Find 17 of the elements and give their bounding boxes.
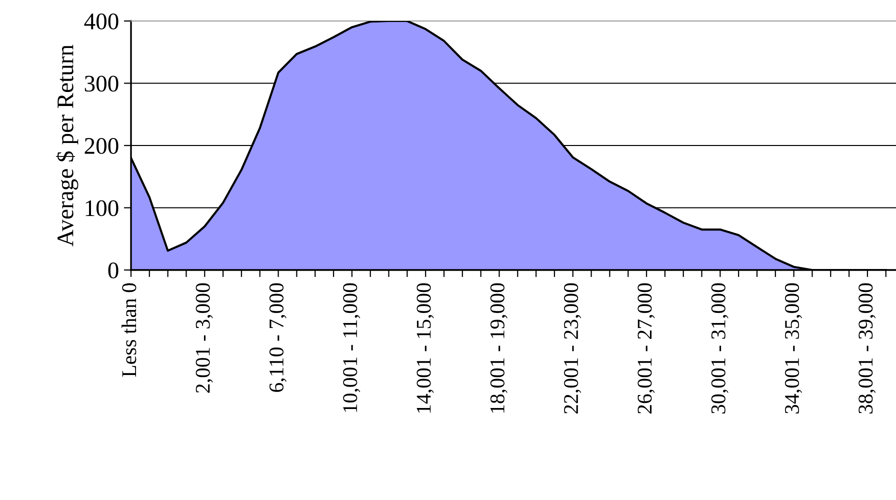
y-tick-label: 400	[84, 13, 118, 30]
x-tick-label: 38,001 - 39,000	[858, 283, 876, 414]
x-tick-label: 18,001 - 19,000	[490, 283, 508, 413]
x-tick-label: 6,110 - 7,000	[269, 283, 287, 392]
y-tick-label: 200	[84, 138, 118, 154]
y-tick-label: 0	[108, 262, 118, 278]
x-tick-label: 34,001 - 35,000	[784, 283, 802, 414]
y-axis-title: Average $ per Return	[56, 44, 78, 246]
x-tick-label: Less than 0	[122, 283, 136, 377]
x-tick-label: 22,001 - 23,000	[564, 283, 582, 414]
x-tick-label: 14,001 - 15,000	[416, 283, 434, 413]
x-tick-label: 10,001 - 11,000	[343, 283, 360, 412]
y-tick-label: 100	[86, 200, 118, 216]
x-tick-label: 2,001 - 3,000	[196, 283, 213, 393]
x-tick-label: 26,001 - 27,000	[638, 283, 655, 414]
x-tick-label: 30,001 - 31,000	[711, 283, 728, 414]
y-tick-label: 300	[84, 76, 118, 92]
